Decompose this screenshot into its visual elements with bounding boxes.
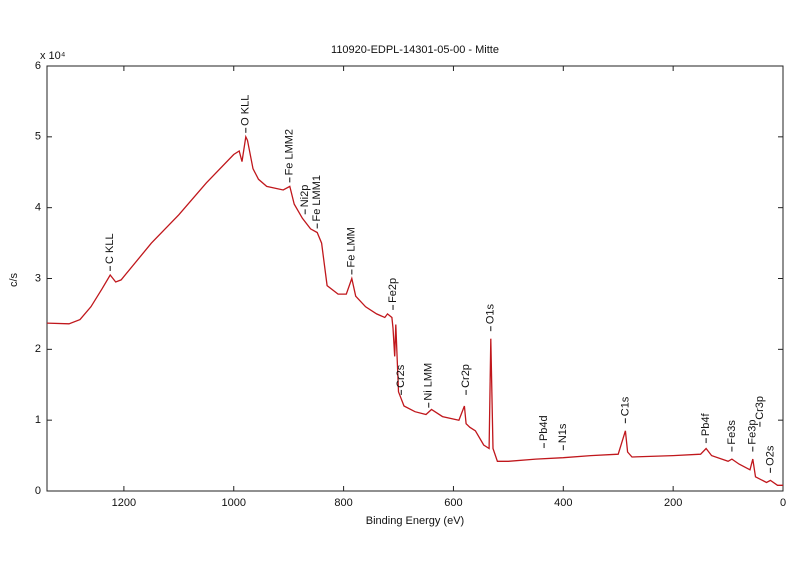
annotation-label: Cr2s [395,364,407,388]
chart-title: 110920-EDPL-14301-05-00 - Mitte [331,44,499,56]
annotation-label: Fe3p [747,420,759,445]
annotation-label: Fe LMM1 [311,175,323,221]
spectrum-line [46,134,783,486]
annotation-label: Fe3s [726,420,738,445]
x-tick-label: 800 [334,497,352,509]
x-tick-label: 1200 [112,497,136,509]
y-tick-label: 6 [35,60,41,72]
annotation-label: O1s [485,303,497,324]
annotation-label: C KLL [104,233,116,264]
annotation-label: Pb4d [538,415,550,441]
annotation-label: Ni LMM [423,363,435,401]
y-tick-label: 1 [35,414,41,426]
annotation-label: N1s [557,423,569,443]
annotation-label: O KLL [240,95,252,126]
x-tick-label: 400 [554,497,572,509]
annotation-label: Cr2p [460,364,472,388]
annotation-label: Cr3p [754,396,766,420]
y-tick-label: 4 [35,202,41,214]
y-tick-label: 3 [35,272,41,284]
annotation-label: O2s [764,445,776,466]
x-tick-label: 1000 [222,497,246,509]
plot-frame [46,65,784,492]
x-tick-label: 0 [780,497,786,509]
annotation-label: Fe2p [387,278,399,303]
y-multiplier: x 10⁴ [40,50,66,62]
y-axis-label: c/s [8,272,20,287]
annotation-label: Ni2p [299,185,311,208]
annotation-label: Fe LMM [346,227,358,267]
y-tick-label: 0 [35,485,41,497]
x-axis-label: Binding Energy (eV) [366,515,464,527]
y-tick-label: 2 [35,343,41,355]
x-tick-label: 600 [444,497,462,509]
annotation-label: C1s [619,396,631,416]
y-tick-label: 5 [35,131,41,143]
x-tick-label: 200 [664,497,682,509]
annotation-label: Pb4f [700,413,712,437]
annotation-label: Fe LMM2 [284,129,296,175]
